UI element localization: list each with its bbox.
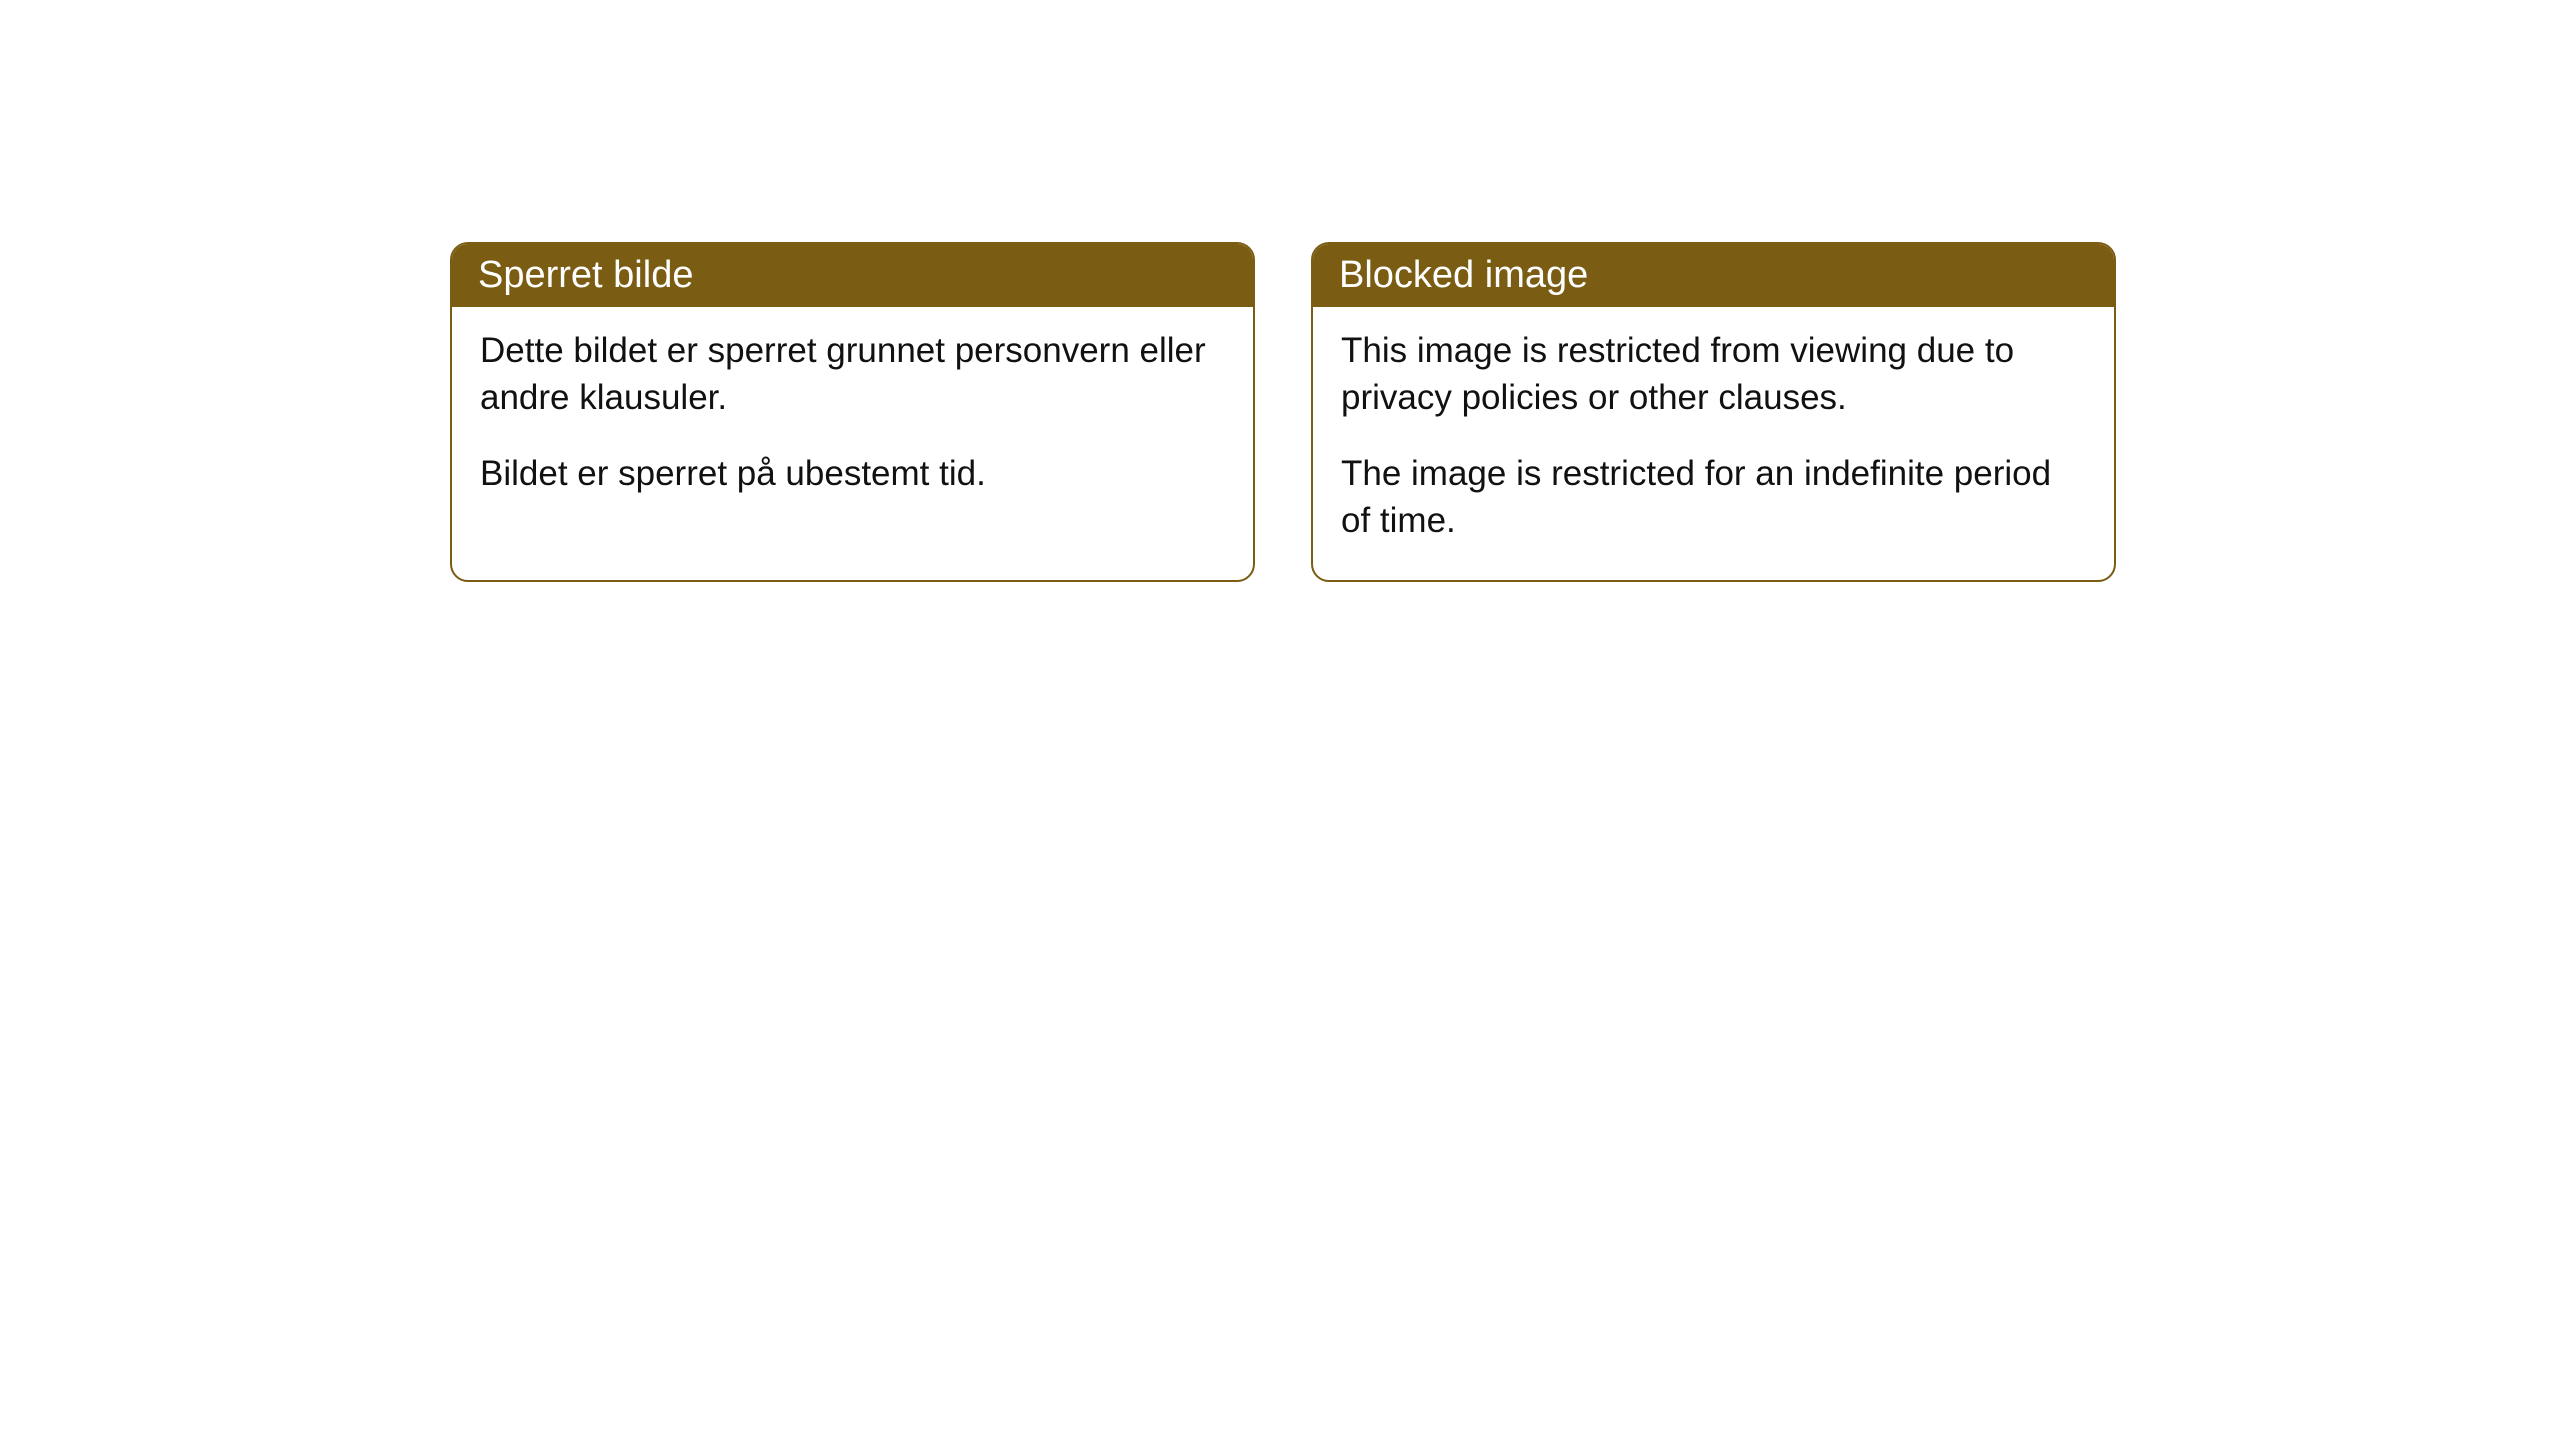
card-paragraph-2: Bildet er sperret på ubestemt tid.: [480, 450, 1225, 497]
card-body: Dette bildet er sperret grunnet personve…: [452, 307, 1253, 533]
card-paragraph-1: This image is restricted from viewing du…: [1341, 327, 2086, 422]
card-header: Sperret bilde: [452, 244, 1253, 307]
notice-cards-container: Sperret bilde Dette bildet er sperret gr…: [450, 242, 2116, 582]
card-header: Blocked image: [1313, 244, 2114, 307]
card-title: Blocked image: [1339, 254, 1588, 296]
blocked-image-card-english: Blocked image This image is restricted f…: [1311, 242, 2116, 582]
blocked-image-card-norwegian: Sperret bilde Dette bildet er sperret gr…: [450, 242, 1255, 582]
card-paragraph-2: The image is restricted for an indefinit…: [1341, 450, 2086, 545]
card-paragraph-1: Dette bildet er sperret grunnet personve…: [480, 327, 1225, 422]
card-body: This image is restricted from viewing du…: [1313, 307, 2114, 580]
card-title: Sperret bilde: [478, 254, 693, 296]
